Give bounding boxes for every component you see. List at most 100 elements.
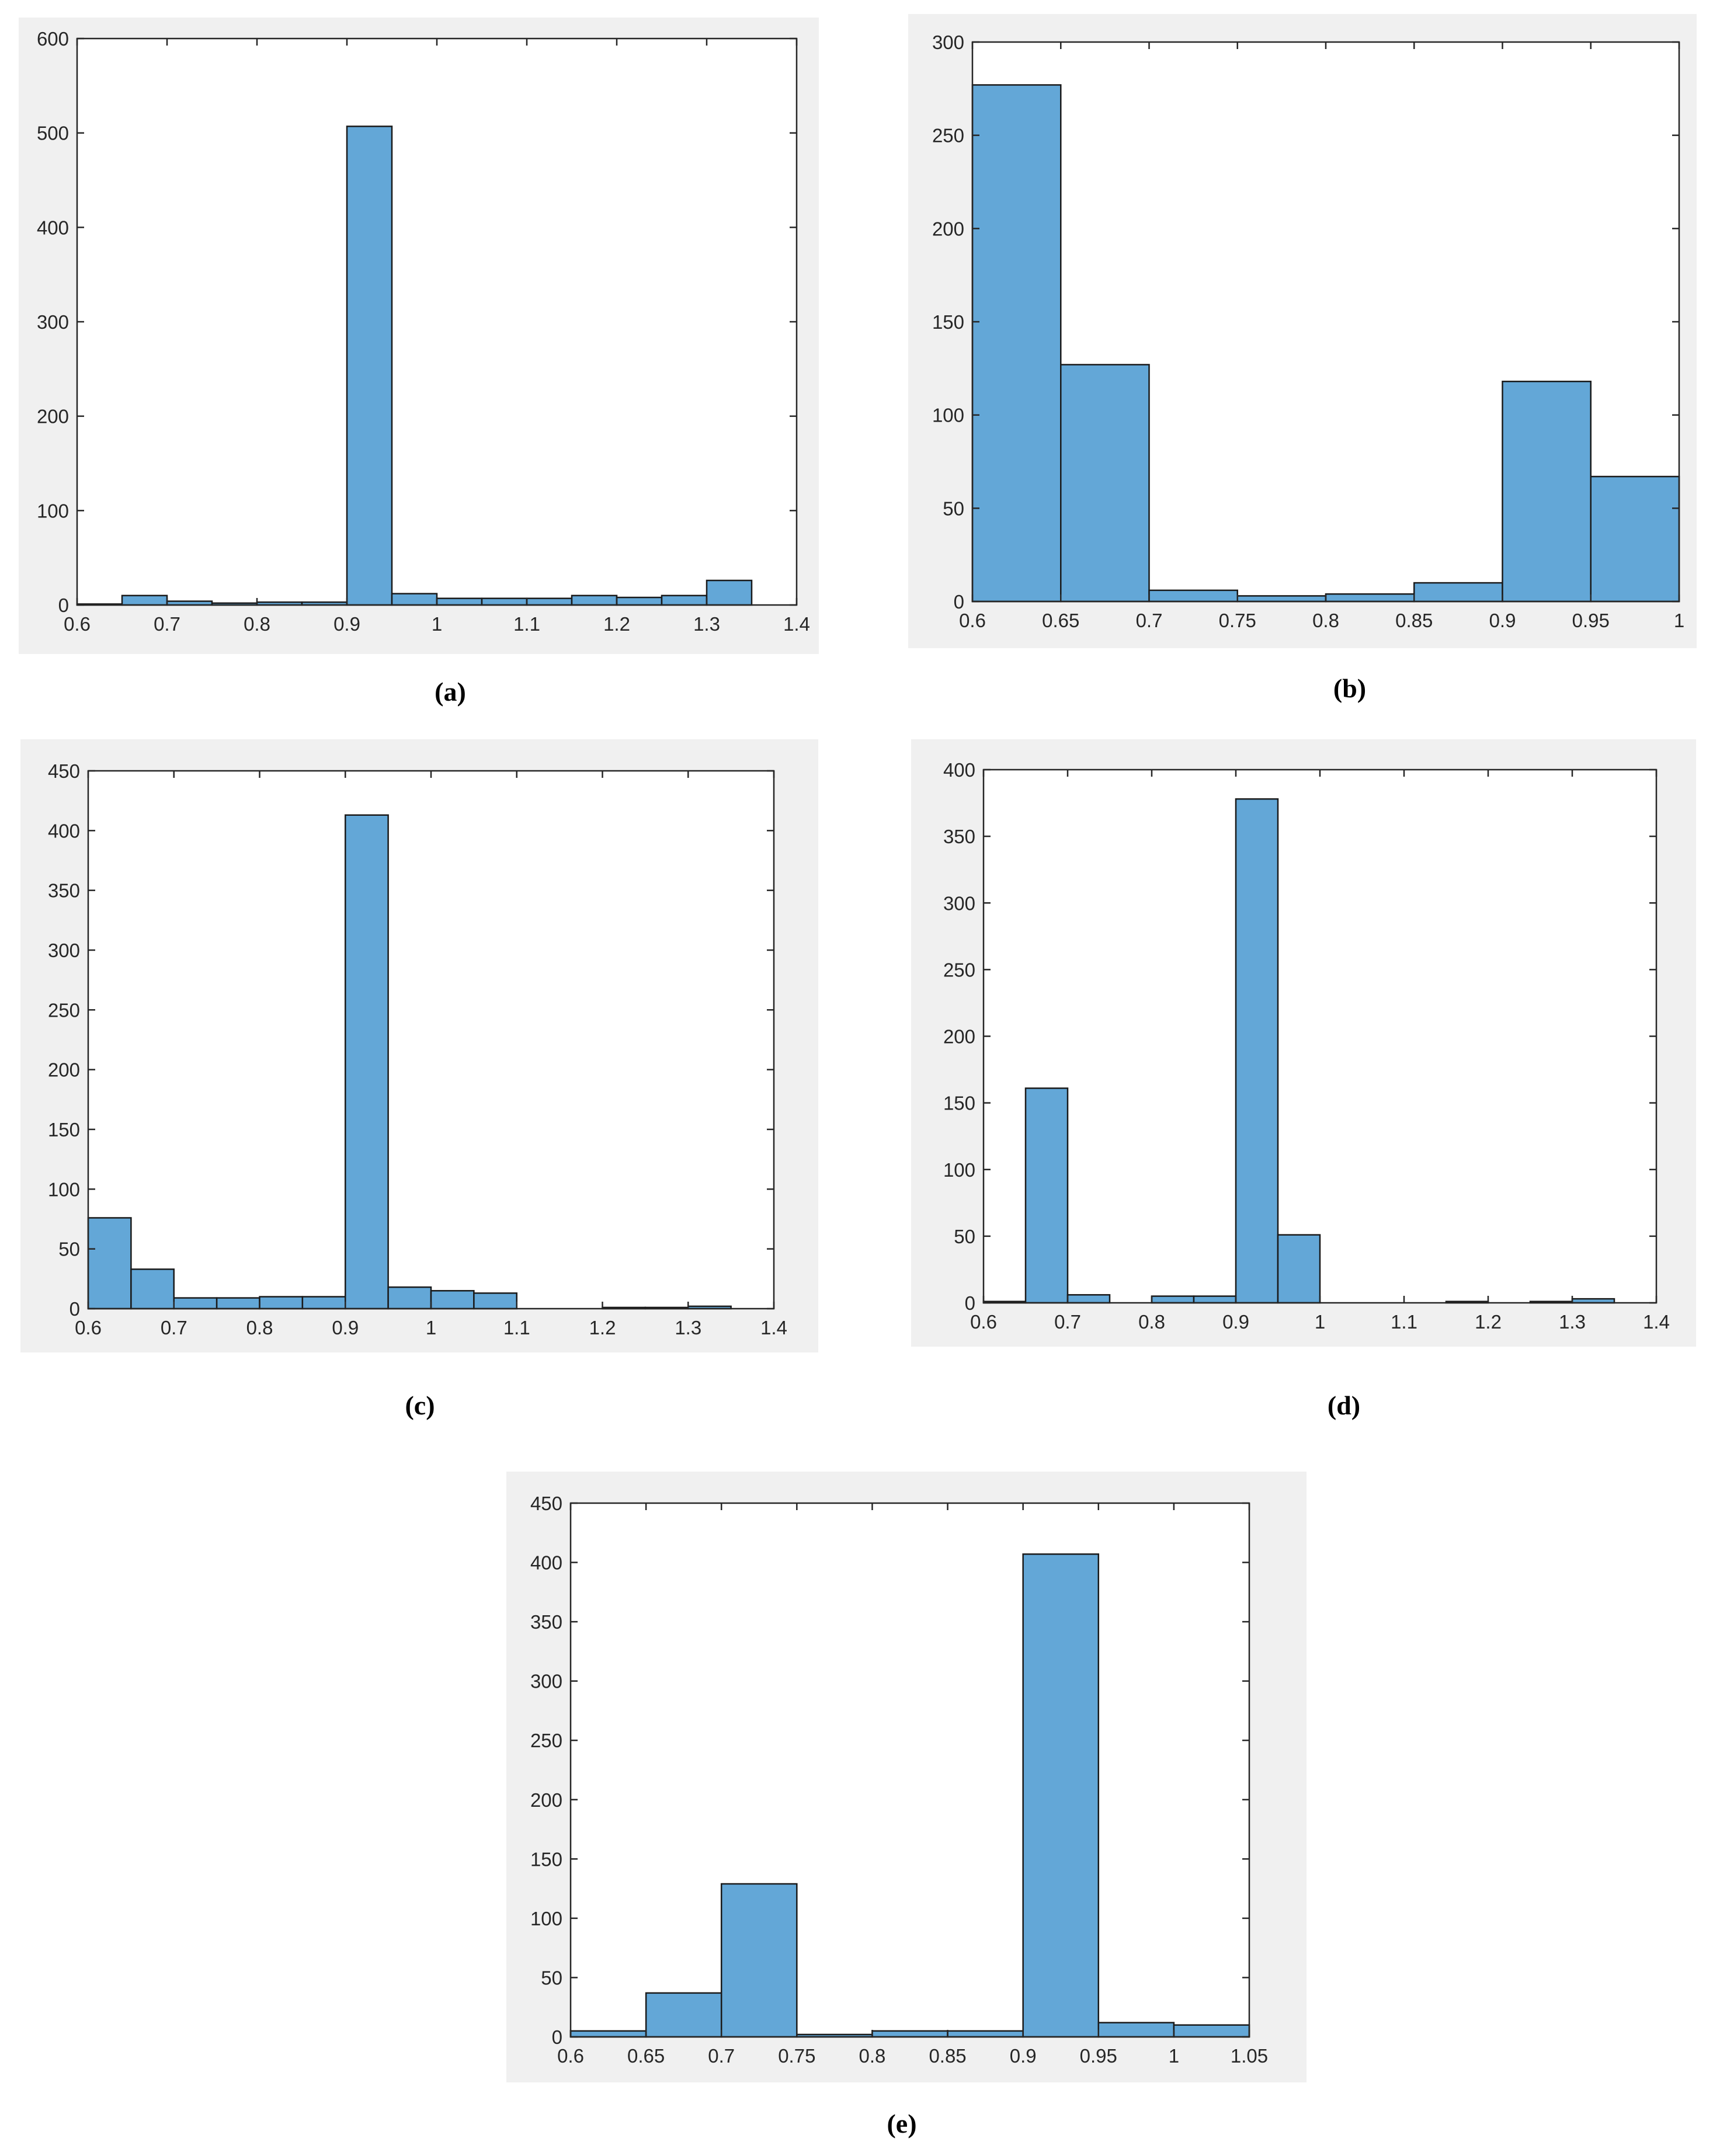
y-tick-label: 300 <box>37 311 69 333</box>
x-tick-label: 1.1 <box>513 613 540 635</box>
plot-area <box>984 770 1656 1303</box>
x-tick-label: 1.3 <box>1559 1311 1586 1333</box>
x-tick-label: 0.9 <box>1222 1311 1249 1333</box>
bar <box>720 1883 798 2038</box>
histogram-b: 0.6 0.65 0.7 0.75 0.8 0.85 0.9 0.95 1 0 50 100 150 20… <box>932 32 1684 631</box>
y-tick-label: 250 <box>530 1730 562 1751</box>
bar <box>571 594 618 606</box>
x-tick-label: 0.9 <box>1489 610 1516 631</box>
x-tick-label: 0.7 <box>154 613 180 635</box>
x-tick-label: 1.1 <box>503 1317 530 1338</box>
x-tick-label: 0.65 <box>1042 610 1079 631</box>
bar <box>1277 1234 1321 1304</box>
x-tick-label: 1.4 <box>1643 1311 1670 1333</box>
bar <box>1235 798 1279 1304</box>
y-tick-label: 250 <box>943 959 975 980</box>
bar <box>1193 1295 1237 1304</box>
bar <box>481 597 528 606</box>
x-tick-label: 0.95 <box>1080 2045 1117 2067</box>
x-tick-label: 1.2 <box>1475 1311 1502 1333</box>
y-tick-label: 100 <box>943 1159 975 1181</box>
bar <box>1097 2022 1175 2038</box>
x-tick-label: 0.65 <box>627 2045 665 2067</box>
bar <box>616 596 663 606</box>
x-tick-label: 0.8 <box>1312 610 1339 631</box>
y-tick-label: 0 <box>965 1292 975 1314</box>
caption-a: (a) <box>435 677 466 707</box>
x-tick-label: 1.2 <box>603 613 630 635</box>
bar <box>216 1297 260 1310</box>
y-tick-label: 600 <box>37 28 69 50</box>
plot-area <box>77 39 797 605</box>
caption-c: (c) <box>405 1390 435 1420</box>
bar <box>1325 593 1415 603</box>
bar <box>87 1217 132 1310</box>
bar <box>645 1992 722 2038</box>
x-tick-label: 0.8 <box>1138 1311 1165 1333</box>
x-tick-label: 1.2 <box>589 1317 616 1338</box>
y-tick-label: 300 <box>530 1671 562 1692</box>
y-tick-label: 300 <box>943 892 975 914</box>
histogram-a: 0.6 0.7 0.8 0.9 1 1.1 1.2 1.3 1.4 0 100 200 300 400 50… <box>37 28 810 635</box>
x-tick-label: 0.6 <box>970 1311 997 1333</box>
y-tick-label: 100 <box>37 500 69 521</box>
y-tick-label: 100 <box>932 405 964 426</box>
panel-a: 0.6 0.7 0.8 0.9 1 1.1 1.2 1.3 1.4 0 100 200 300 400 50… <box>19 18 819 654</box>
x-tick-label: 1.3 <box>693 613 720 635</box>
y-tick-label: 450 <box>48 760 80 782</box>
bar <box>301 1296 346 1310</box>
x-tick-label: 1.1 <box>1391 1311 1417 1333</box>
x-tick-label: 0.9 <box>1010 2045 1037 2067</box>
bar <box>430 1290 475 1310</box>
bar <box>436 597 483 606</box>
bar <box>1022 1553 1100 2038</box>
y-tick-label: 200 <box>932 218 964 239</box>
bar <box>345 814 389 1310</box>
bar <box>173 1297 218 1310</box>
y-tick-label: 200 <box>37 406 69 427</box>
y-tick-label: 50 <box>954 1226 975 1247</box>
bar <box>473 1292 517 1310</box>
bar <box>1173 2024 1250 2038</box>
x-tick-label: 0.7 <box>161 1317 187 1338</box>
bar <box>1236 595 1327 603</box>
x-tick-label: 0.9 <box>333 613 360 635</box>
caption-b: (b) <box>1333 673 1367 703</box>
y-tick-label: 350 <box>48 880 80 902</box>
bar <box>346 126 393 606</box>
x-tick-label: 1 <box>432 613 442 635</box>
bar <box>661 594 708 606</box>
x-tick-label: 1.05 <box>1231 2045 1268 2067</box>
y-tick-label: 400 <box>48 820 80 841</box>
bar <box>1060 364 1150 603</box>
x-tick-label: 1 <box>1674 610 1684 631</box>
plot-area <box>571 1503 1249 2037</box>
x-tick-label: 0.6 <box>64 613 91 635</box>
bar <box>1590 475 1680 603</box>
bar <box>1502 380 1592 603</box>
y-tick-label: 0 <box>70 1298 80 1320</box>
x-tick-label: 1 <box>1315 1311 1325 1333</box>
bar <box>1413 582 1503 603</box>
histogram-e: 0.6 0.65 0.7 0.75 0.8 0.85 0.9 0.95 1 1.05 0 50 100 1… <box>530 1493 1268 2067</box>
y-tick-label: 400 <box>37 217 69 238</box>
y-tick-label: 0 <box>552 2026 562 2048</box>
x-tick-label: 1 <box>1169 2045 1179 2067</box>
caption-d: (d) <box>1327 1390 1361 1420</box>
bar <box>259 1296 304 1310</box>
bar <box>526 597 573 606</box>
y-tick-label: 400 <box>943 759 975 781</box>
plot-area <box>88 771 774 1309</box>
y-tick-label: 0 <box>58 594 69 616</box>
y-tick-label: 150 <box>932 311 964 333</box>
x-tick-label: 0.7 <box>708 2045 735 2067</box>
x-tick-label: 1.4 <box>760 1317 787 1338</box>
x-tick-label: 0.7 <box>1054 1311 1081 1333</box>
bar <box>391 593 438 606</box>
bar <box>387 1286 432 1310</box>
bar <box>1148 589 1238 603</box>
bar <box>569 2030 647 2038</box>
y-tick-label: 250 <box>48 999 80 1021</box>
bar <box>706 579 753 606</box>
y-tick-label: 50 <box>943 498 964 519</box>
